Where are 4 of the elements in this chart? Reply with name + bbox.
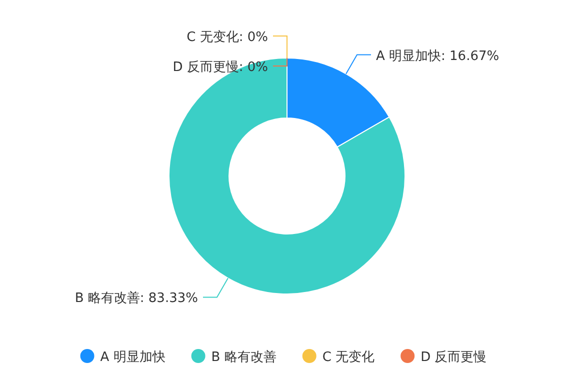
legend-label: D 反而更慢 [420,350,487,365]
legend-label: B 略有改善 [211,349,276,365]
legend-label: C 无变化 [322,350,375,365]
legend-label: A 明显加快 [100,350,166,365]
